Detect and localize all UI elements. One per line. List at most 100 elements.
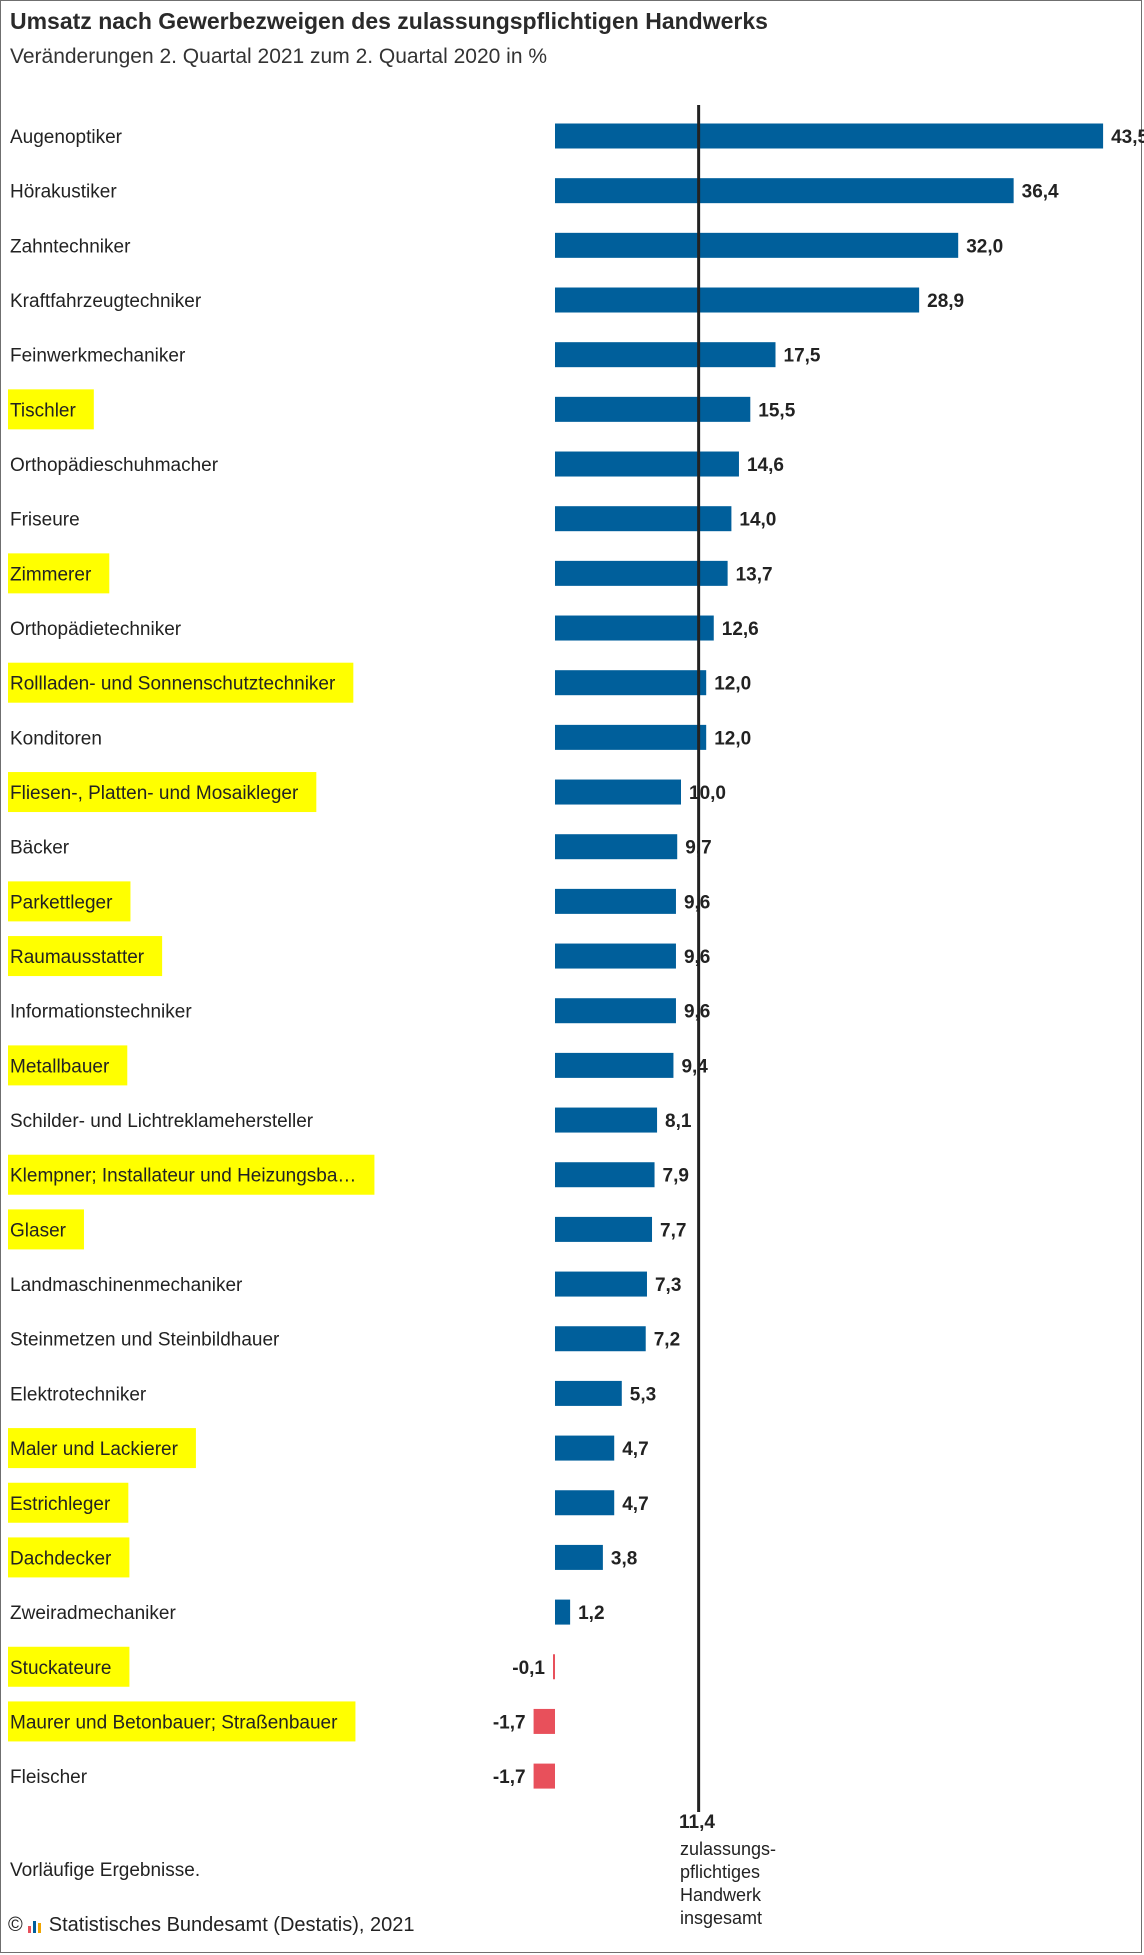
category-label: Augenoptiker [10, 127, 123, 148]
bar [555, 1326, 646, 1352]
bar [555, 342, 776, 368]
value-label: 7,9 [663, 1166, 689, 1187]
reference-value: 11,4 [679, 1812, 715, 1833]
category-highlight [8, 1537, 130, 1578]
category-label: Estrichleger [10, 1494, 111, 1515]
value-label: 10,0 [689, 783, 726, 804]
value-label: 7,2 [654, 1330, 680, 1351]
category-label: Elektrotechniker [10, 1384, 147, 1405]
value-label: 15,5 [758, 400, 795, 421]
value-label: 17,5 [784, 346, 821, 367]
category-label: Landmaschinenmechaniker [10, 1275, 243, 1296]
bar [555, 560, 728, 586]
bar [555, 451, 739, 477]
bar [555, 506, 732, 532]
category-label: Rollladen- und Sonnenschutztechniker [10, 674, 336, 695]
category-label: Zahntechniker [10, 236, 131, 257]
value-label: 1,2 [578, 1603, 604, 1624]
value-label: 32,0 [966, 236, 1003, 257]
category-label: Maurer und Betonbauer; Straßenbauer [10, 1712, 338, 1733]
value-label: 3,8 [611, 1548, 637, 1569]
category-highlight [8, 1428, 196, 1469]
bar [555, 396, 751, 422]
category-label: Zimmerer [10, 564, 92, 585]
bar [555, 779, 681, 805]
bar [555, 1216, 653, 1242]
category-label: Zweiradmechaniker [10, 1603, 176, 1624]
bar [555, 287, 920, 313]
value-label: 9,6 [684, 892, 710, 913]
value-label: 12,0 [714, 728, 751, 749]
highlight-layer [8, 389, 375, 1742]
category-label: Parkettleger [10, 892, 113, 913]
category-label: Konditoren [10, 728, 102, 749]
bar [555, 178, 1014, 204]
category-highlight [8, 1646, 130, 1687]
source-text: Statistisches Bundesamt (Destatis), 2021 [48, 1914, 415, 1936]
reference-label: zulassungs- pflichtiges Handwerk insgesa… [680, 1839, 777, 1928]
bar [555, 1435, 615, 1461]
category-label: Kraftfahrzeugtechniker [10, 291, 202, 312]
category-highlight [8, 1209, 84, 1250]
bar [555, 615, 714, 641]
value-label: 7,7 [660, 1220, 686, 1241]
chart-title: Umsatz nach Gewerbezweigen des zulassung… [10, 8, 768, 34]
value-label: -0,1 [512, 1658, 545, 1679]
value-label: 14,0 [739, 510, 776, 531]
value-label: -1,7 [493, 1767, 526, 1788]
chart-subtitle: Veränderungen 2. Quartal 2021 zum 2. Qua… [10, 45, 548, 68]
category-highlight [8, 553, 110, 594]
bar [555, 1380, 622, 1406]
bar [555, 724, 707, 750]
value-label: 12,0 [714, 674, 751, 695]
value-label: 9,4 [681, 1056, 708, 1077]
category-label: Orthopädieschuhmacher [10, 455, 219, 476]
bars-layer [533, 123, 1104, 1789]
value-label: 4,7 [622, 1439, 648, 1460]
category-label: Metallbauer [10, 1056, 110, 1077]
bar [533, 1763, 555, 1789]
value-label: 14,6 [747, 455, 784, 476]
category-label: Bäcker [10, 838, 70, 859]
category-label: Orthopädietechniker [10, 619, 182, 640]
category-label: Steinmetzen und Steinbildhauer [10, 1330, 280, 1351]
category-label: Feinwerkmechaniker [10, 346, 186, 367]
category-label: Tischler [10, 400, 76, 421]
value-label: 13,7 [736, 564, 773, 585]
bar [555, 888, 676, 914]
bar [555, 123, 1104, 149]
value-label: 43,5 [1111, 127, 1144, 148]
category-highlight [8, 772, 317, 813]
category-label: Fliesen-, Platten- und Mosaikleger [10, 783, 299, 804]
bar [555, 1271, 647, 1297]
value-label: 8,1 [665, 1111, 692, 1132]
destatis-logo-icon [27, 1920, 41, 1933]
category-label: Raumausstatter [10, 947, 145, 968]
value-label: 12,6 [722, 619, 759, 640]
category-highlight [8, 936, 163, 977]
category-label: Schilder- und Lichtreklamehersteller [10, 1111, 314, 1132]
category-highlight [8, 1482, 129, 1523]
bar [555, 1490, 615, 1516]
source-line: © Statistisches Bundesamt (Destatis), 20… [8, 1914, 414, 1937]
bar [555, 943, 676, 969]
bar [555, 1544, 603, 1570]
category-label: Fleischer [10, 1767, 88, 1788]
value-label: -1,7 [493, 1712, 526, 1733]
value-label: 36,4 [1022, 182, 1059, 203]
bar [533, 1708, 555, 1734]
labels-layer: Augenoptiker 43,5 Hörakustiker 36,4 Zahntech… [10, 127, 1144, 1788]
bar [553, 1654, 555, 1680]
category-highlight [8, 1045, 128, 1086]
category-label: Friseure [10, 510, 80, 531]
bar [555, 232, 959, 258]
copyright-icon: © [8, 1914, 23, 1936]
category-label: Glaser [10, 1220, 67, 1241]
category-label: Dachdecker [10, 1548, 112, 1569]
bar [555, 1107, 658, 1133]
category-highlight [8, 881, 131, 922]
category-label: Stuckateure [10, 1658, 111, 1679]
category-highlight [8, 1701, 356, 1742]
value-label: 7,3 [655, 1275, 681, 1296]
